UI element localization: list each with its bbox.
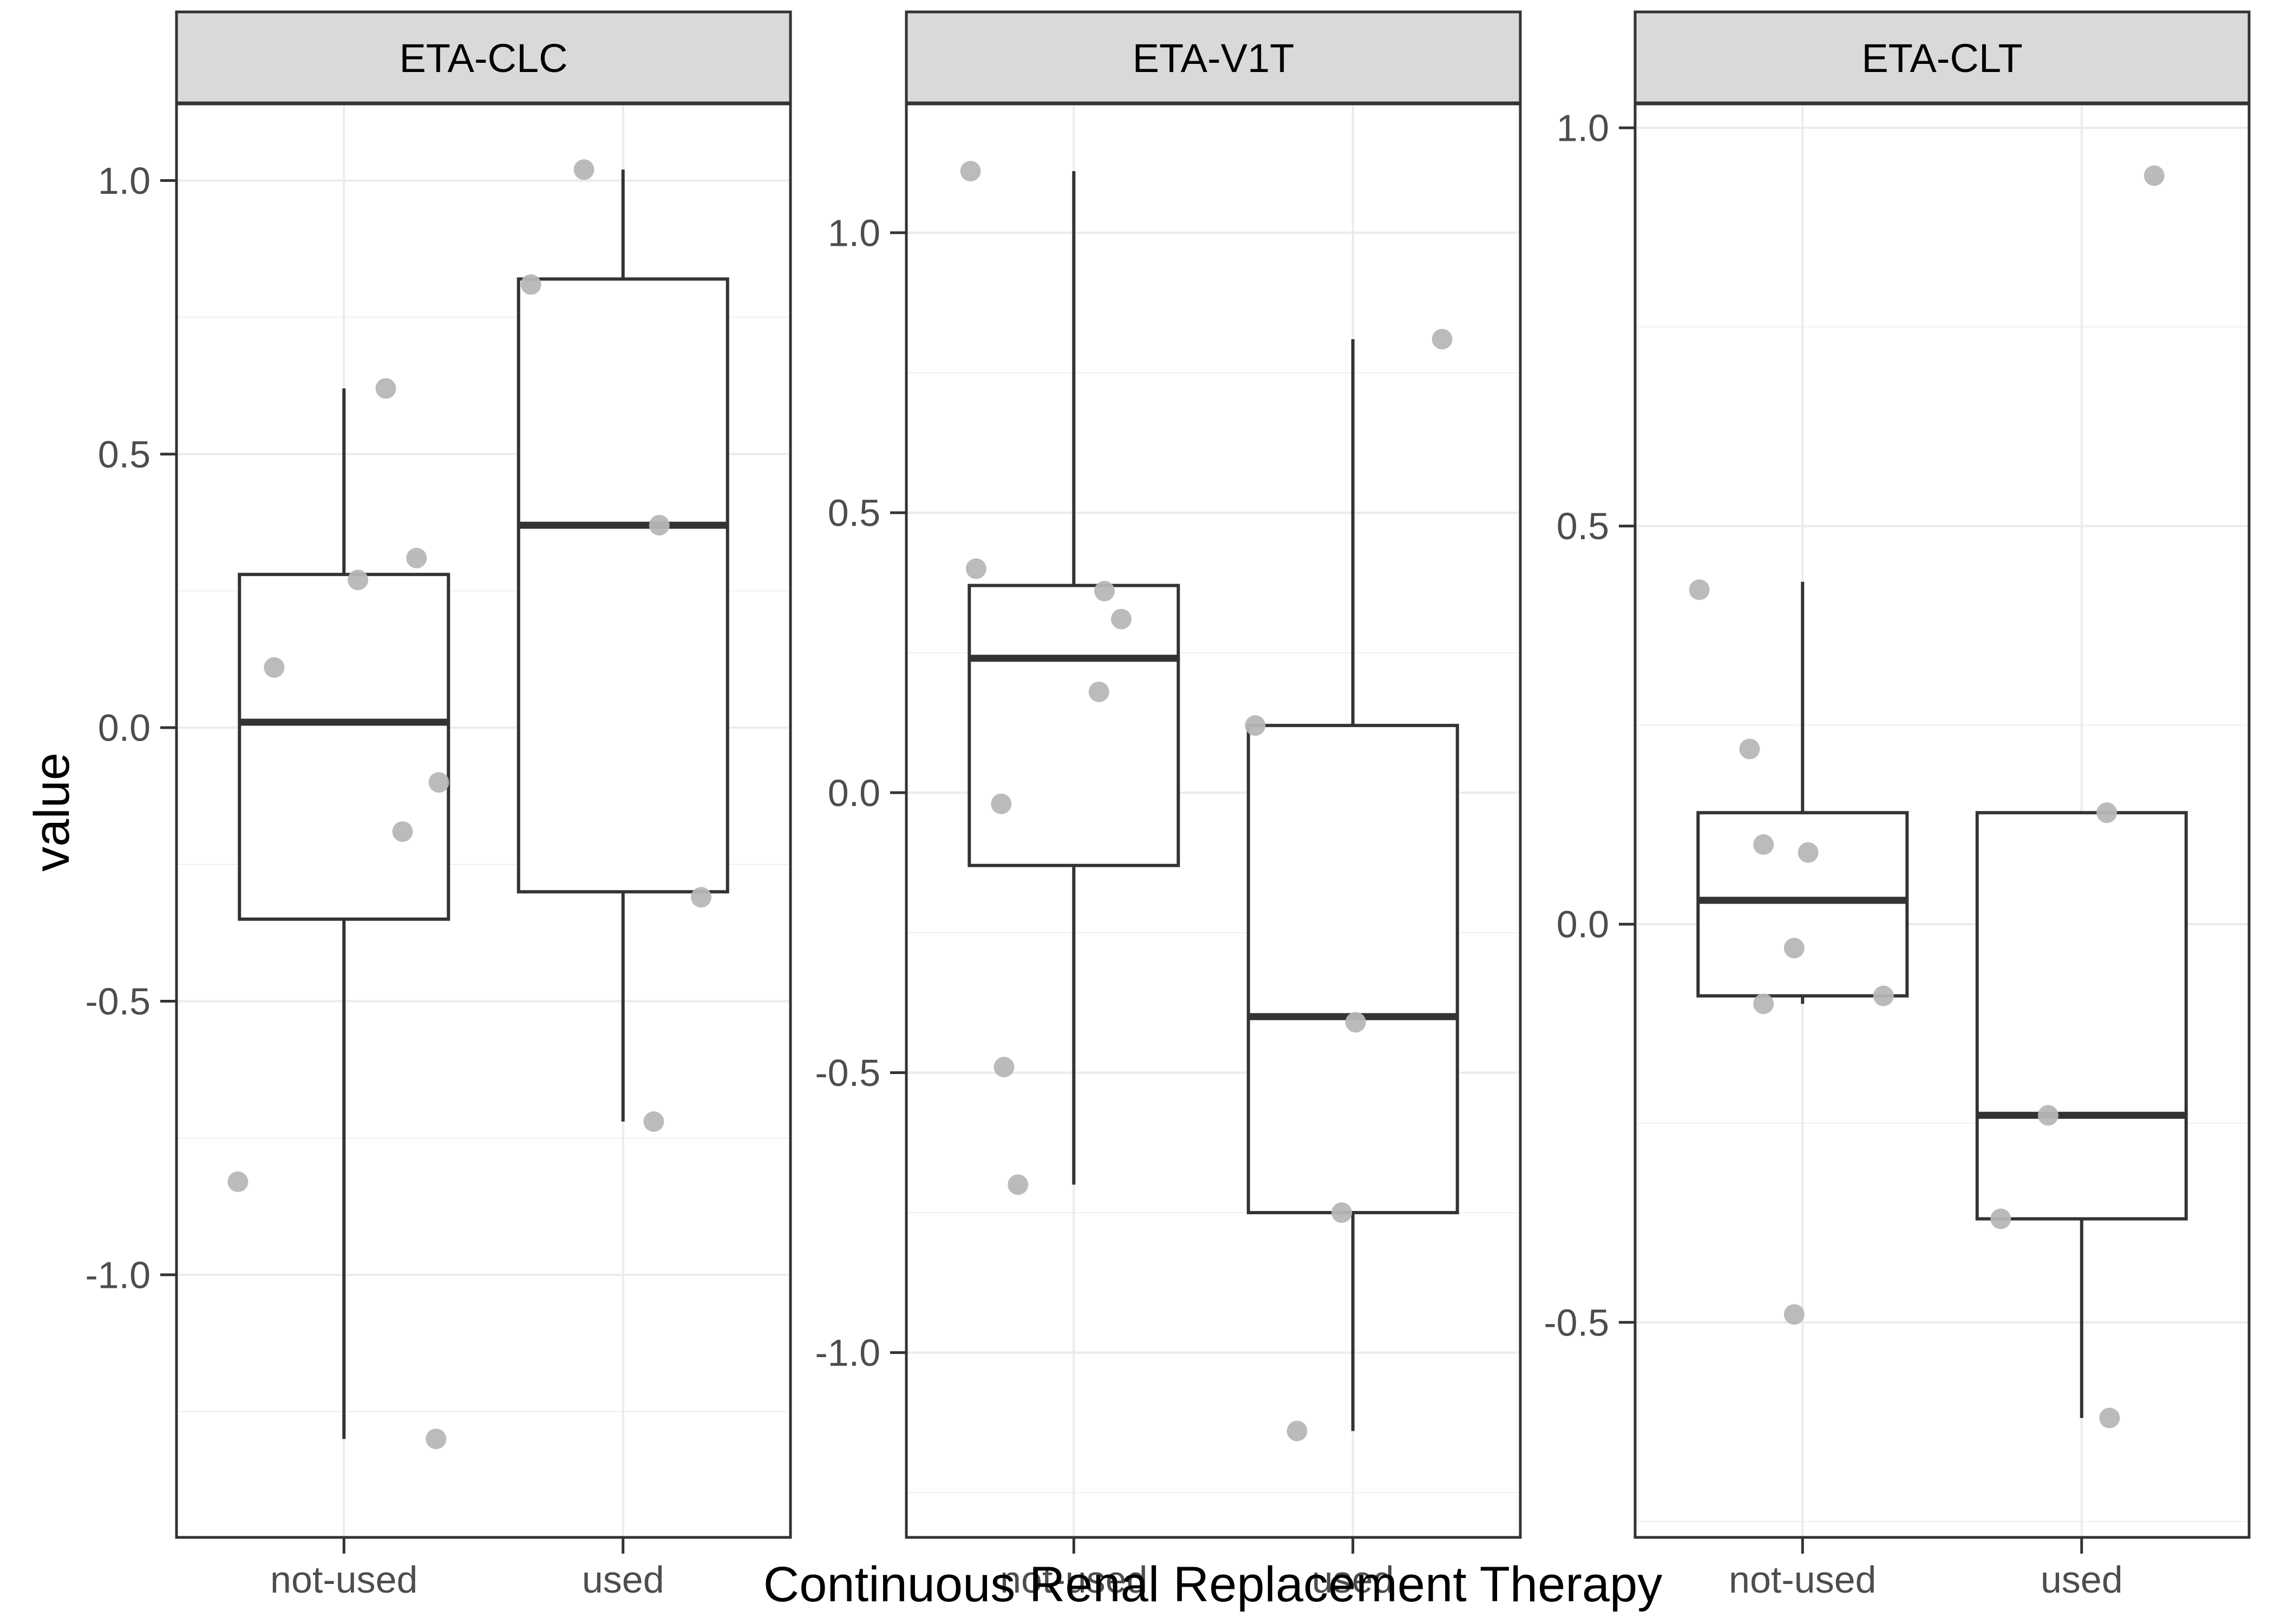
y-tick-label: 0.0 bbox=[98, 707, 151, 749]
y-tick-label: 0.0 bbox=[828, 772, 880, 814]
jitter-point bbox=[1110, 608, 1132, 630]
y-tick-label: 0.5 bbox=[98, 433, 151, 475]
jitter-point bbox=[1345, 1012, 1366, 1033]
boxplot-box bbox=[1246, 724, 1459, 1215]
jitter-point bbox=[2096, 802, 2118, 823]
jitter-point bbox=[649, 515, 670, 536]
jitter-point bbox=[1689, 579, 1710, 600]
jitter-point bbox=[1008, 1174, 1029, 1195]
jitter-point bbox=[1753, 834, 1774, 855]
jitter-point bbox=[1432, 329, 1453, 350]
jitter-point bbox=[960, 161, 981, 182]
jitter-point bbox=[991, 793, 1012, 814]
jitter-point bbox=[406, 547, 427, 568]
jitter-point bbox=[348, 569, 369, 591]
facet-strip-label: ETA-CLC bbox=[399, 36, 567, 81]
x-tick-label: not-used bbox=[270, 1558, 417, 1601]
jitter-point bbox=[264, 657, 285, 678]
y-tick-label: -0.5 bbox=[85, 980, 151, 1023]
y-tick-label: 0.5 bbox=[828, 492, 880, 534]
jitter-point bbox=[1094, 580, 1115, 601]
x-tick-label: not-used bbox=[1000, 1558, 1147, 1601]
x-tick-label: used bbox=[2041, 1558, 2123, 1601]
jitter-point bbox=[520, 274, 541, 295]
jitter-point bbox=[643, 1111, 664, 1132]
facet-strip bbox=[905, 10, 1522, 104]
y-tick-label: 0.5 bbox=[1557, 505, 1609, 547]
jitter-point bbox=[1990, 1208, 2011, 1229]
jitter-point bbox=[426, 1429, 447, 1450]
y-axis-title: value bbox=[24, 752, 80, 872]
jitter-point bbox=[2099, 1407, 2120, 1429]
jitter-point bbox=[2037, 1105, 2059, 1126]
jitter-point bbox=[573, 159, 594, 180]
x-tick-label: not-used bbox=[1729, 1558, 1876, 1601]
x-tick-label: used bbox=[1312, 1558, 1394, 1601]
jitter-point bbox=[375, 378, 396, 399]
jitter-point bbox=[691, 887, 712, 908]
y-tick-label: -1.0 bbox=[85, 1254, 151, 1296]
y-tick-label: 1.0 bbox=[1557, 107, 1609, 149]
boxplot-box bbox=[1696, 811, 1909, 998]
facet-strip-label: ETA-CLT bbox=[1861, 36, 2022, 81]
boxplot-box bbox=[1975, 811, 2188, 1221]
jitter-point bbox=[1739, 738, 1760, 759]
x-axis-title: Continuous Renal Replacement Therapy bbox=[763, 1557, 1662, 1612]
jitter-point bbox=[1331, 1202, 1352, 1223]
facet-strip bbox=[175, 10, 792, 104]
jitter-point bbox=[2144, 165, 2165, 186]
jitter-point bbox=[994, 1057, 1015, 1078]
jitter-point bbox=[1245, 715, 1266, 736]
jitter-point bbox=[428, 772, 449, 793]
facet-strip-label: ETA-V1T bbox=[1133, 36, 1295, 81]
jitter-point bbox=[1753, 993, 1774, 1014]
boxplot-box bbox=[968, 584, 1180, 867]
x-tick-label: used bbox=[582, 1558, 664, 1601]
facet-strip bbox=[1633, 10, 2251, 104]
y-tick-label: 0.0 bbox=[1557, 903, 1609, 946]
jitter-point bbox=[1873, 985, 1894, 1006]
jitter-point bbox=[1783, 938, 1805, 959]
boxplot-box bbox=[238, 573, 450, 921]
y-tick-label: -0.5 bbox=[1544, 1301, 1609, 1344]
jitter-point bbox=[1088, 682, 1109, 703]
jitter-point bbox=[392, 821, 413, 842]
jitter-point bbox=[1286, 1420, 1308, 1442]
jitter-point bbox=[965, 558, 986, 579]
boxplot-box bbox=[517, 277, 729, 894]
jitter-point bbox=[227, 1171, 249, 1193]
jitter-point bbox=[1798, 842, 1819, 863]
y-tick-label: -1.0 bbox=[815, 1332, 880, 1374]
jitter-point bbox=[1783, 1304, 1805, 1325]
y-tick-label: 1.0 bbox=[828, 212, 880, 254]
y-tick-label: 1.0 bbox=[98, 160, 151, 202]
y-tick-label: -0.5 bbox=[815, 1052, 880, 1094]
